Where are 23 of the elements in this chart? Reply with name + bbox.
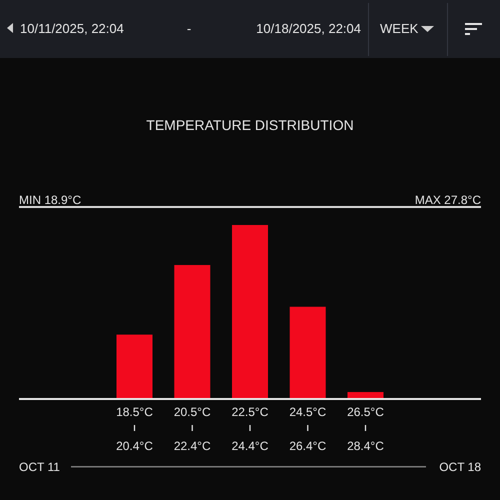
annotation: 20.4°C [116,439,154,453]
x-tick-label: 18.5°C [116,405,154,419]
x-tick-label: 26.5°C [347,405,384,419]
text: OCT 11 [19,460,60,474]
text: MIN 18.9°C [19,193,82,207]
text: WEEK [380,21,419,36]
annotation: 22.4°C [174,439,211,453]
bar [116,334,152,399]
text: 10/11/2025, 22:04 [20,21,124,36]
annotation: 28.4°C [347,439,384,453]
bar [232,225,268,399]
text: MAX 27.8°C [414,193,482,207]
bar [290,306,326,399]
x-tick-label: 24.5°C [289,405,326,419]
annotation: 24.4°C [232,439,269,453]
bar [174,265,210,399]
text: - [186,21,192,36]
annotation: 26.4°C [289,439,326,453]
text: OCT 18 [439,460,482,474]
text: 10/18/2025, 22:04 [256,21,361,36]
x-tick-label: 20.5°C [174,405,211,419]
x-tick-label: 22.5°C [232,405,269,419]
chart-title: TEMPERATURE DISTRIBUTION [146,117,354,133]
